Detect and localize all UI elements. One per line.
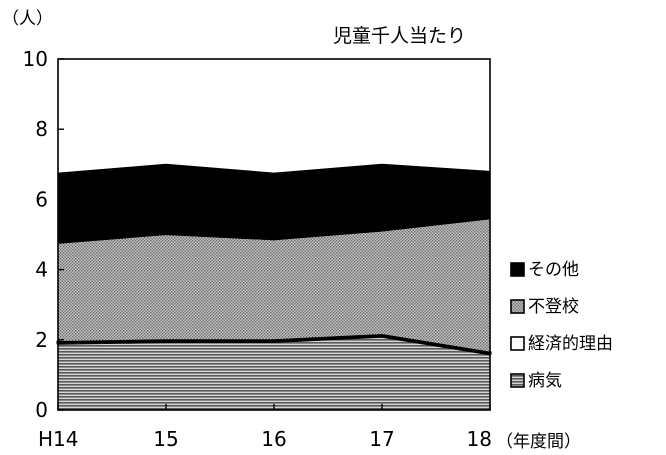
legend-item: 不登校 bbox=[510, 297, 579, 317]
legend-swatch bbox=[510, 373, 525, 388]
y-axis-unit-label: （人） bbox=[2, 9, 53, 29]
y-tick-label: 4 bbox=[35, 258, 48, 282]
y-tick-label: 10 bbox=[23, 47, 48, 71]
legend-item: 病気 bbox=[510, 371, 562, 391]
x-tick-label: 18 bbox=[467, 427, 492, 451]
area-series-0 bbox=[57, 335, 491, 411]
chart-title: 児童千人当たり bbox=[333, 25, 466, 47]
legend-item: 経済的理由 bbox=[510, 334, 613, 354]
x-tick-label: 17 bbox=[369, 427, 394, 451]
y-tick-label: 6 bbox=[35, 187, 48, 211]
legend-swatch bbox=[510, 299, 525, 314]
x-tick-label: H14 bbox=[38, 427, 79, 451]
legend-label: 経済的理由 bbox=[528, 334, 613, 354]
y-tick-label: 8 bbox=[35, 117, 48, 141]
legend-item: その他 bbox=[510, 260, 579, 280]
legend-swatch bbox=[510, 336, 525, 351]
legend-label: その他 bbox=[528, 260, 579, 280]
x-axis-unit-label: （年度間） bbox=[496, 432, 581, 452]
legend-swatch bbox=[510, 262, 525, 277]
legend-label: 病気 bbox=[528, 371, 562, 391]
x-tick-label: 16 bbox=[261, 427, 286, 451]
axis-layer: 0 2 4 6 8 10 H14 15 16 17 18 bbox=[23, 47, 492, 451]
x-tick-label: 15 bbox=[153, 427, 178, 451]
legend-label: 不登校 bbox=[528, 297, 579, 317]
y-tick-label: 2 bbox=[35, 328, 48, 352]
y-tick-label: 0 bbox=[35, 398, 48, 422]
areas-layer bbox=[56, 163, 492, 411]
